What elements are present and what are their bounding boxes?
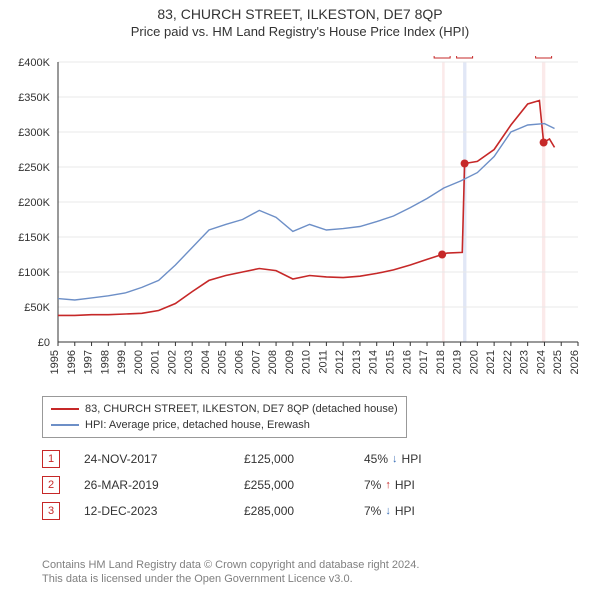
sale-diff-vs: HPI	[402, 452, 422, 466]
svg-text:£100K: £100K	[18, 267, 50, 279]
sale-date: 26-MAR-2019	[84, 478, 244, 492]
sale-diff: 7% ↓ HPI	[364, 504, 415, 518]
svg-text:2009: 2009	[284, 350, 296, 374]
sale-diff: 7% ↑ HPI	[364, 478, 415, 492]
svg-text:2024: 2024	[535, 350, 547, 374]
svg-text:2021: 2021	[485, 350, 497, 374]
svg-text:£350K: £350K	[18, 92, 50, 104]
svg-text:2026: 2026	[569, 350, 581, 374]
svg-text:2025: 2025	[552, 350, 564, 374]
sale-price: £255,000	[244, 478, 364, 492]
svg-text:2017: 2017	[418, 350, 430, 374]
sales-table: 1 24-NOV-2017£125,00045% ↓ HPI 2 26-MAR-2019£…	[42, 446, 558, 524]
sale-point	[438, 251, 446, 259]
sale-marker-label: 2	[462, 56, 468, 57]
sale-index-box: 3	[42, 502, 60, 520]
footer-line: Contains HM Land Registry data © Crown c…	[42, 558, 419, 572]
sale-diff-pct: 7%	[364, 504, 381, 518]
page-subtitle: Price paid vs. HM Land Registry's House …	[0, 24, 600, 39]
svg-text:1997: 1997	[83, 350, 95, 374]
sales-row: 3 12-DEC-2023£285,0007% ↓ HPI	[42, 498, 558, 524]
svg-text:£200K: £200K	[18, 197, 50, 209]
sales-row: 2 26-MAR-2019£255,0007% ↑ HPI	[42, 472, 558, 498]
arrow-icon: ↓	[385, 505, 391, 517]
svg-text:2007: 2007	[250, 350, 262, 374]
sale-index-box: 2	[42, 476, 60, 494]
svg-text:1995: 1995	[49, 350, 61, 374]
arrow-icon: ↓	[392, 453, 398, 465]
svg-text:2010: 2010	[301, 350, 313, 374]
svg-text:£250K: £250K	[18, 162, 50, 174]
svg-text:2000: 2000	[133, 350, 145, 374]
svg-text:£50K: £50K	[24, 302, 50, 314]
svg-text:2022: 2022	[502, 350, 514, 374]
arrow-icon: ↑	[385, 479, 391, 491]
svg-text:2015: 2015	[384, 350, 396, 374]
svg-text:2016: 2016	[401, 350, 413, 374]
sale-marker-label: 1	[439, 56, 445, 57]
legend-label: 83, CHURCH STREET, ILKESTON, DE7 8QP (de…	[85, 401, 398, 417]
svg-text:2020: 2020	[468, 350, 480, 374]
legend-item: 83, CHURCH STREET, ILKESTON, DE7 8QP (de…	[51, 401, 398, 417]
svg-text:£0: £0	[38, 337, 50, 349]
sale-date: 24-NOV-2017	[84, 452, 244, 466]
sale-price: £285,000	[244, 504, 364, 518]
chart-legend: 83, CHURCH STREET, ILKESTON, DE7 8QP (de…	[42, 396, 407, 438]
legend-item: HPI: Average price, detached house, Erew…	[51, 417, 398, 433]
svg-text:£150K: £150K	[18, 232, 50, 244]
sale-diff-pct: 7%	[364, 478, 381, 492]
footer-line: This data is licensed under the Open Gov…	[42, 572, 419, 586]
svg-text:2005: 2005	[217, 350, 229, 374]
svg-text:2006: 2006	[234, 350, 246, 374]
svg-text:2008: 2008	[267, 350, 279, 374]
sale-diff: 45% ↓ HPI	[364, 452, 422, 466]
svg-text:1996: 1996	[66, 350, 78, 374]
sale-diff-vs: HPI	[395, 478, 415, 492]
svg-text:2012: 2012	[334, 350, 346, 374]
svg-text:2001: 2001	[150, 350, 162, 374]
sale-point	[540, 139, 548, 147]
svg-text:2013: 2013	[351, 350, 363, 374]
sale-diff-pct: 45%	[364, 452, 388, 466]
sales-row: 1 24-NOV-2017£125,00045% ↓ HPI	[42, 446, 558, 472]
page-title: 83, CHURCH STREET, ILKESTON, DE7 8QP	[0, 6, 600, 22]
sale-price: £125,000	[244, 452, 364, 466]
svg-text:2002: 2002	[166, 350, 178, 374]
svg-text:£400K: £400K	[18, 57, 50, 69]
svg-text:2019: 2019	[452, 350, 464, 374]
svg-text:2023: 2023	[519, 350, 531, 374]
svg-text:2011: 2011	[317, 350, 329, 374]
svg-text:1999: 1999	[116, 350, 128, 374]
price-chart: £0 £50K £100K £150K £200K £250K £300K £350K £400…	[0, 56, 600, 386]
sale-point	[461, 160, 469, 168]
svg-text:2003: 2003	[183, 350, 195, 374]
svg-text:£300K: £300K	[18, 127, 50, 139]
svg-text:2018: 2018	[435, 350, 447, 374]
sale-date: 12-DEC-2023	[84, 504, 244, 518]
sale-index-box: 1	[42, 450, 60, 468]
sale-diff-vs: HPI	[395, 504, 415, 518]
sale-marker-label: 3	[541, 56, 547, 57]
svg-text:1998: 1998	[99, 350, 111, 374]
svg-text:2004: 2004	[200, 350, 212, 374]
legend-label: HPI: Average price, detached house, Erew…	[85, 417, 310, 433]
legend-swatch	[51, 424, 79, 426]
legend-swatch	[51, 408, 79, 410]
footer-attribution: Contains HM Land Registry data © Crown c…	[42, 558, 419, 586]
svg-text:2014: 2014	[368, 350, 380, 374]
